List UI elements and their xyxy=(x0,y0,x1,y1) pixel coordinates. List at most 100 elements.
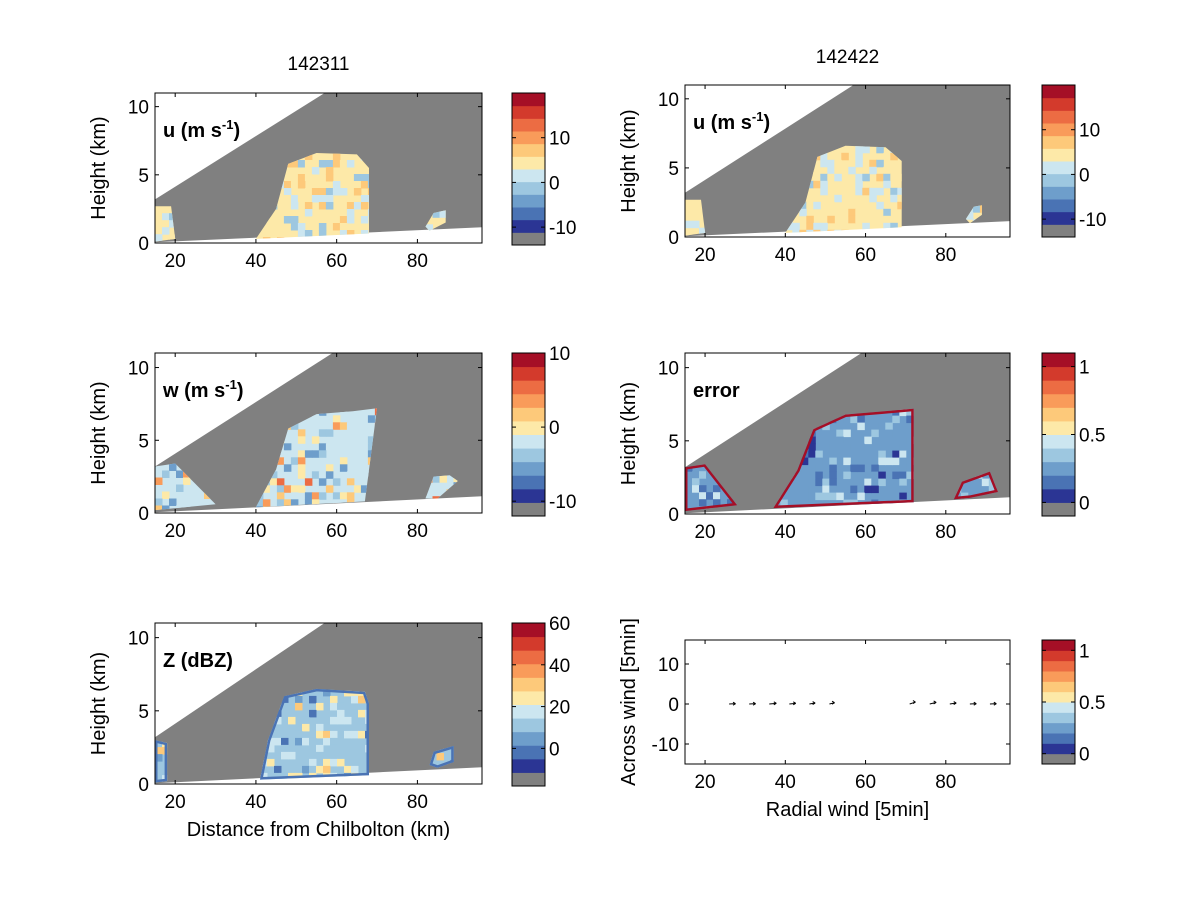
echo-cell xyxy=(713,492,721,500)
colorbar-swatch xyxy=(1042,650,1075,662)
colorbar-swatch xyxy=(512,353,545,368)
echo-cell xyxy=(801,457,809,466)
echo-cell xyxy=(813,180,821,189)
axes-content xyxy=(685,353,1010,514)
echo-cell xyxy=(330,702,338,711)
colorbar-swatch xyxy=(1042,199,1075,213)
echo-cell xyxy=(827,166,835,175)
echo-cell xyxy=(318,223,327,231)
echo-cell xyxy=(295,695,303,704)
colorbar-swatch xyxy=(512,758,545,773)
echo-cell xyxy=(351,765,359,774)
echo-cell xyxy=(855,159,863,168)
echo-cell xyxy=(869,159,877,168)
echo-cell xyxy=(176,470,184,478)
echo-cell xyxy=(808,464,816,473)
echo-cell xyxy=(890,194,898,203)
echo-cell xyxy=(827,201,835,210)
echo-cell xyxy=(885,457,893,466)
echo-cell xyxy=(425,496,433,499)
echo-cell xyxy=(283,443,292,451)
x-tick-label: 80 xyxy=(407,251,428,272)
colorbar-swatch xyxy=(512,488,545,503)
colorbar-swatch xyxy=(512,718,545,733)
echo-cell xyxy=(360,450,369,458)
echo-cell xyxy=(857,464,865,473)
echo-cell xyxy=(311,450,320,458)
inset-label: u (m s-1) xyxy=(693,109,770,134)
echo-cell xyxy=(339,422,348,430)
echo-cell xyxy=(890,187,898,196)
echo-cell xyxy=(281,751,289,760)
echo-cell xyxy=(850,485,858,494)
echo-cell xyxy=(883,152,891,161)
echo-cell xyxy=(323,730,331,739)
echo-cell xyxy=(330,737,338,746)
x-tick-label: 20 xyxy=(165,792,186,813)
echo-cell xyxy=(808,436,816,445)
echo-cell xyxy=(297,450,306,458)
echo-cell xyxy=(304,230,313,238)
echo-cell xyxy=(304,492,313,500)
colorbar: 00.51 xyxy=(1041,639,1105,766)
echo-cell xyxy=(699,492,707,500)
x-tick-label: 40 xyxy=(775,522,796,543)
echo-cell xyxy=(353,174,362,182)
echo-cell xyxy=(876,187,884,196)
colorbar-swatch xyxy=(512,772,545,787)
echo-cell xyxy=(183,477,191,485)
x-tick-label: 20 xyxy=(694,522,715,543)
echo-cell xyxy=(367,415,376,423)
echo-cell xyxy=(883,215,891,224)
colorbar-swatch xyxy=(512,623,545,638)
echo-cell xyxy=(808,478,816,487)
echo-cell xyxy=(815,478,823,487)
echo-cell xyxy=(883,180,891,189)
colorbar-frame xyxy=(511,622,546,787)
echo-cell xyxy=(344,730,352,739)
echo-cell xyxy=(351,695,359,704)
echo-cell xyxy=(706,492,714,500)
echo-cell xyxy=(801,492,809,501)
echo-cell xyxy=(297,195,306,203)
echo-cell xyxy=(864,436,872,445)
echo-cell xyxy=(155,213,163,221)
echo-cell xyxy=(290,195,299,203)
y-tick-label: 0 xyxy=(668,228,679,249)
echo-cell xyxy=(276,499,285,507)
echo-edge xyxy=(685,464,738,512)
echo-cell xyxy=(339,223,348,231)
echo-cell xyxy=(304,160,313,168)
echo-cell xyxy=(820,159,828,168)
echo-cell xyxy=(290,499,299,507)
echo-cell xyxy=(692,220,700,229)
echo-cell xyxy=(855,208,863,217)
colorbar-swatch xyxy=(512,194,545,208)
echo-cell xyxy=(843,471,851,480)
colorbar-swatch xyxy=(1042,743,1075,755)
echo-cell xyxy=(806,222,814,231)
echo-cell xyxy=(316,702,324,711)
echo-edge xyxy=(155,740,168,783)
echo-cell xyxy=(162,491,170,499)
echo-cell xyxy=(806,229,814,233)
echo-cell xyxy=(834,194,842,203)
echo-cell xyxy=(878,471,886,480)
echo-cell xyxy=(288,751,296,760)
echo-cell xyxy=(295,702,303,711)
echo-cell xyxy=(801,499,809,508)
echo-cell xyxy=(848,166,856,175)
echo-cell xyxy=(290,223,299,231)
colorbar-swatch xyxy=(1042,420,1075,435)
echo-cell xyxy=(876,159,884,168)
colorbar-tick-label: 40 xyxy=(549,656,570,677)
echo-cell xyxy=(267,737,275,746)
colorbar-swatch xyxy=(1042,671,1075,682)
echo-cell xyxy=(685,220,693,229)
colorbar-frame xyxy=(511,352,546,517)
y-tick-label: 10 xyxy=(658,655,679,676)
echo-cell xyxy=(309,737,317,746)
echo-cell xyxy=(432,496,440,499)
panel-w-142311: 20 40 60 80 0 5 10 Height (km) w (m s-1) -10 0 10 xyxy=(88,344,576,542)
echo-cell xyxy=(346,160,355,168)
